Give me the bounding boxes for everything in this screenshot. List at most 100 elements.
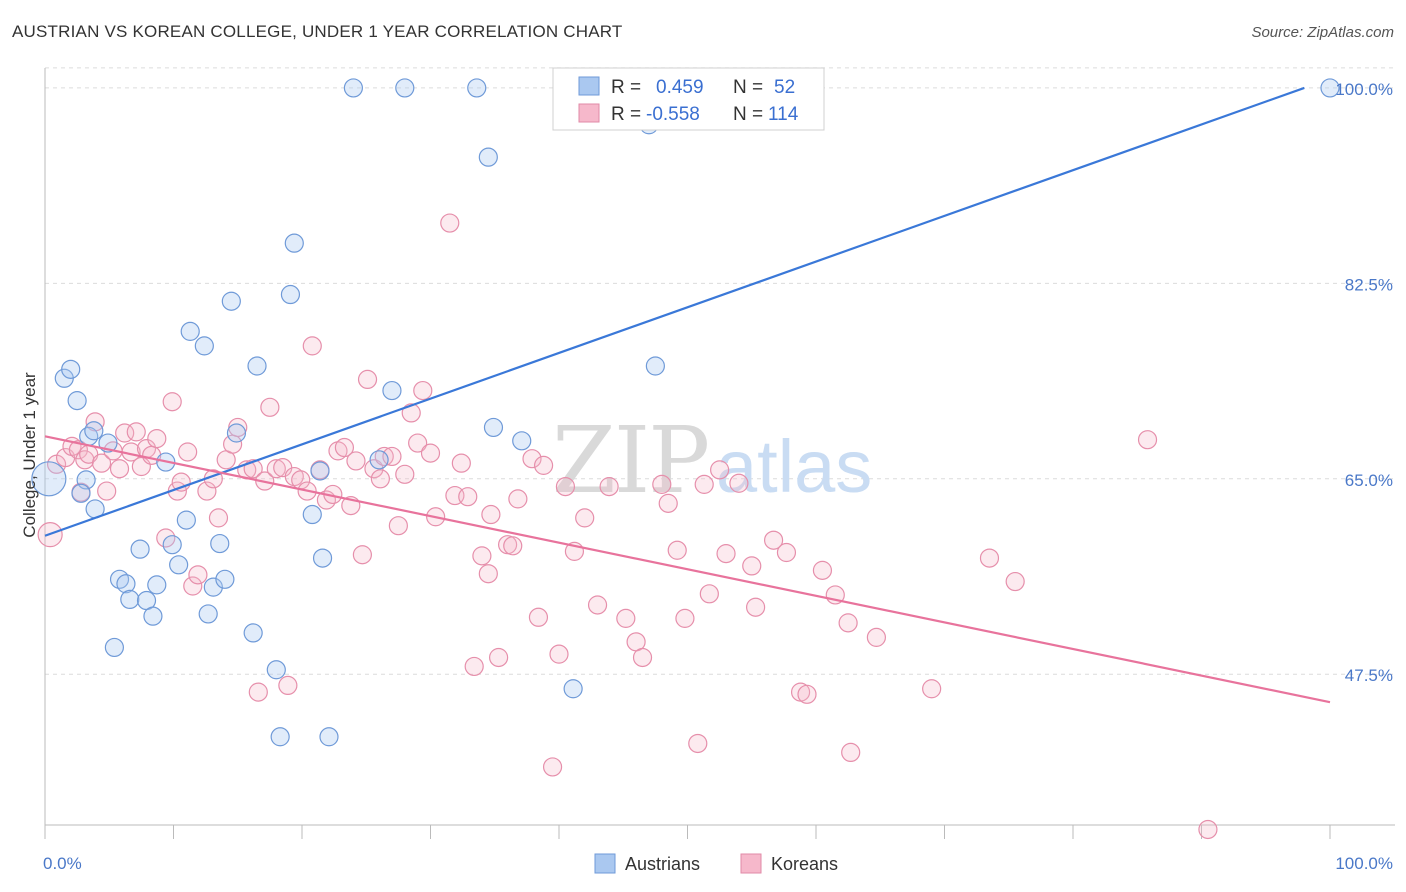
bottom-legend-koreans: Koreans: [771, 854, 838, 874]
korean-point: [464, 656, 484, 677]
austrian-point: [284, 233, 304, 253]
korean-point: [979, 548, 1000, 568]
korean-point: [742, 556, 762, 576]
austrian-point: [310, 461, 330, 481]
austrian-point: [130, 539, 150, 559]
korean-point: [408, 433, 428, 453]
austrian-point: [512, 431, 532, 451]
korean-point: [632, 647, 653, 668]
korean-point: [97, 481, 117, 501]
korean-point: [178, 442, 198, 462]
korean-point: [197, 481, 217, 501]
austrian-point: [67, 391, 87, 411]
austrian-point: [116, 574, 136, 594]
korean-point: [147, 428, 167, 449]
korean-point: [472, 546, 492, 566]
korean-point: [352, 545, 372, 565]
austrian-point: [478, 147, 498, 167]
korean-point: [481, 504, 501, 525]
legend-swatch-koreans: [578, 103, 600, 123]
korean-point: [528, 607, 549, 627]
austrian-point: [467, 78, 487, 98]
korean-point: [587, 595, 608, 615]
source-label: Source: ZipAtlas.com: [1251, 24, 1394, 41]
austrian-point: [319, 727, 339, 747]
korean-point: [542, 757, 563, 777]
korean-point: [1198, 819, 1218, 840]
korean-point: [841, 742, 861, 763]
grid-lines: [45, 67, 1395, 675]
korean-point: [699, 584, 719, 604]
legend-n-label-1: N =: [733, 77, 763, 98]
trend-lines: [44, 86, 1331, 704]
korean-point: [458, 487, 478, 507]
austrian-point: [563, 679, 583, 699]
austrian-point: [382, 380, 402, 401]
legend-r-value-2: -0.558: [646, 104, 700, 125]
x-tick-label: 0.0%: [43, 854, 82, 873]
korean-point: [694, 474, 714, 494]
korean-point: [208, 508, 229, 528]
austrian-point: [176, 510, 196, 530]
korean-point: [522, 449, 542, 469]
watermark-atlas: atlas: [716, 425, 872, 508]
legend-n-label-2: N =: [733, 104, 763, 125]
korean-point: [555, 477, 576, 497]
korean-point: [183, 576, 203, 596]
korean-point: [420, 443, 441, 463]
stats-legend: R = 0.459 N = 52 R = -0.558 N = 114: [552, 67, 825, 131]
korean-point: [688, 733, 708, 754]
austrian-point: [71, 483, 91, 503]
korean-point: [302, 336, 322, 356]
korean-point: [357, 369, 378, 390]
korean-point: [266, 459, 286, 479]
austrian-point: [221, 291, 241, 311]
austrian-point: [104, 637, 124, 658]
austrian-point: [226, 423, 247, 443]
korean-point: [533, 455, 554, 475]
korean-point: [248, 682, 268, 702]
koreans-trend-line: [44, 435, 1331, 704]
korean-point: [346, 451, 366, 471]
legend-n-value-2: 114: [768, 104, 799, 125]
bottom-legend-swatch-koreans: [740, 853, 762, 874]
korean-point: [278, 675, 298, 696]
legend-r-value-1: 0.459: [656, 77, 704, 98]
austrian-point: [31, 461, 67, 497]
korean-point: [838, 613, 858, 633]
y-tick-label: 82.5%: [1345, 275, 1393, 294]
korean-points: [37, 213, 1218, 840]
korean-point: [616, 608, 636, 628]
legend-r-label-2: R =: [611, 104, 641, 125]
korean-point: [162, 392, 182, 412]
y-axis-label: College, Under 1 year: [20, 372, 39, 538]
austrian-point: [369, 450, 389, 470]
austrian-point: [645, 356, 665, 376]
austrian-point: [302, 504, 322, 525]
austrian-point: [147, 575, 167, 595]
korean-point: [710, 460, 730, 480]
korean-point: [652, 474, 672, 494]
austrian-point: [180, 321, 200, 341]
korean-point: [658, 493, 678, 513]
austrian-point: [243, 623, 263, 643]
austrian-point: [247, 356, 267, 376]
bottom-legend: Austrians Koreans: [594, 853, 838, 874]
korean-point: [388, 516, 408, 536]
korean-point: [812, 560, 833, 580]
korean-point: [440, 213, 460, 233]
korean-point: [549, 644, 569, 664]
bottom-legend-swatch-austrians: [594, 853, 616, 874]
korean-point: [763, 530, 784, 550]
austrian-point: [343, 78, 363, 98]
korean-point: [1005, 571, 1025, 592]
austrian-point: [84, 421, 104, 441]
korean-point: [395, 464, 415, 484]
korean-point: [797, 684, 817, 704]
korean-point: [109, 459, 130, 479]
korean-point: [866, 627, 886, 647]
austrian-point: [270, 727, 290, 747]
y-tick-label: 47.5%: [1345, 666, 1393, 685]
bottom-legend-austrians: Austrians: [625, 854, 700, 874]
